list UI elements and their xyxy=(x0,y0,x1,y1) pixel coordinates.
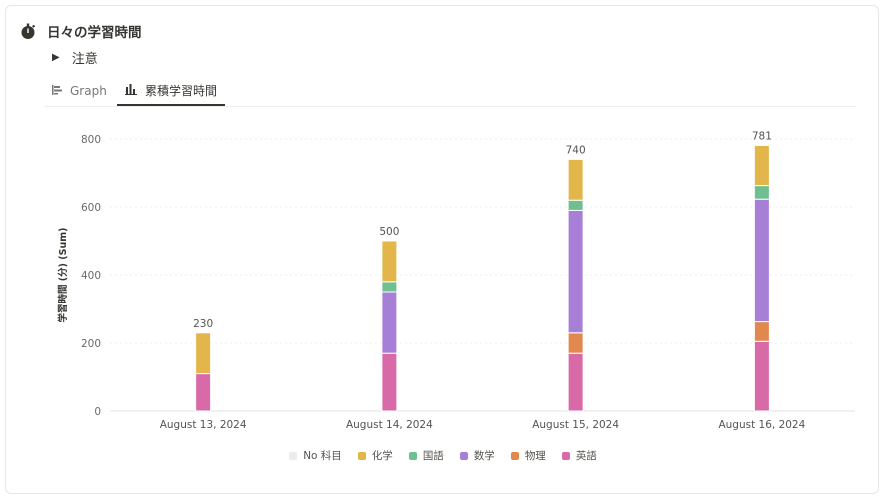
bar-segment[interactable] xyxy=(567,352,584,412)
bar-total-label: 230 xyxy=(193,318,213,330)
legend-label: 英語 xyxy=(575,450,597,462)
bar-segment[interactable] xyxy=(381,240,398,283)
x-tick-label: August 15, 2024 xyxy=(532,419,619,431)
legend-swatch xyxy=(510,451,519,460)
tab-graph-label: Graph xyxy=(70,84,107,98)
chart-legend: No 科目 化学 国語 数学 物理 英語 xyxy=(0,448,886,463)
legend-swatch xyxy=(357,451,366,460)
legend-swatch xyxy=(408,451,417,460)
bar-segment[interactable] xyxy=(567,332,584,354)
tab-graph[interactable]: Graph xyxy=(51,77,107,105)
bar-chart-icon xyxy=(125,83,138,98)
legend-label: 国語 xyxy=(422,450,444,462)
legend-swatch xyxy=(289,451,298,460)
bar-segment[interactable] xyxy=(567,209,584,334)
notice-toggle[interactable]: ▶ 注意 xyxy=(52,47,98,67)
bar-segment[interactable] xyxy=(753,198,770,323)
y-tick-label: 200 xyxy=(81,338,101,350)
tab-cumulative-label: 累積学習時間 xyxy=(145,84,218,98)
bar-segment[interactable] xyxy=(753,144,770,187)
bar-segment[interactable] xyxy=(753,185,770,200)
bar-total-label: 740 xyxy=(566,144,586,156)
bar-total-label: 500 xyxy=(379,226,399,238)
bar-segment[interactable] xyxy=(753,321,770,342)
triangle-right-icon[interactable]: ▶ xyxy=(52,51,60,63)
x-tick-label: August 14, 2024 xyxy=(346,419,433,431)
stacked-bar-chart: 0 200 400 600 800 学習時間 (分) (Sum) 230 August 13,… xyxy=(57,130,855,431)
chart-card xyxy=(5,5,879,494)
bar-segment[interactable] xyxy=(567,199,584,211)
legend-item[interactable]: 化学 xyxy=(357,448,393,463)
legend-swatch xyxy=(561,451,570,460)
horizontal-bar-icon xyxy=(51,84,63,99)
bar-segment[interactable] xyxy=(195,373,212,412)
legend-label: 数学 xyxy=(473,450,495,462)
tab-cumulative[interactable]: 累積学習時間 xyxy=(117,77,226,106)
legend-swatch xyxy=(459,451,468,460)
bar-segment[interactable] xyxy=(381,352,398,412)
legend-item[interactable]: 物理 xyxy=(510,448,546,463)
legend-item[interactable]: No 科目 xyxy=(289,448,342,463)
legend-label: 物理 xyxy=(524,450,546,462)
y-tick-label: 800 xyxy=(81,134,101,146)
legend-item[interactable]: 英語 xyxy=(561,448,597,463)
page-title: 日々の学習時間 xyxy=(47,25,142,41)
y-tick-label: 600 xyxy=(81,202,101,214)
bar-segment[interactable] xyxy=(381,291,398,354)
page-header: 日々の学習時間 xyxy=(20,20,142,42)
legend-item[interactable]: 数学 xyxy=(459,448,495,463)
bar-segment[interactable] xyxy=(195,332,212,375)
x-tick-label: August 13, 2024 xyxy=(160,419,247,431)
bar-total-label: 781 xyxy=(752,130,772,142)
legend-label: No 科目 xyxy=(303,450,342,462)
bar-segment[interactable] xyxy=(753,340,770,412)
bar-segment[interactable] xyxy=(567,158,584,201)
bar-segment[interactable] xyxy=(381,281,398,293)
view-tabs: Graph 累積学習時間 xyxy=(45,77,856,107)
timer-icon xyxy=(20,23,37,40)
legend-label: 化学 xyxy=(371,450,393,462)
y-tick-label: 0 xyxy=(94,406,101,418)
x-tick-label: August 16, 2024 xyxy=(718,419,805,431)
notice-toggle-label: 注意 xyxy=(71,51,98,67)
y-axis-label: 学習時間 (分) (Sum) xyxy=(57,228,69,323)
y-tick-label: 400 xyxy=(81,270,101,282)
legend-item[interactable]: 国語 xyxy=(408,448,444,463)
